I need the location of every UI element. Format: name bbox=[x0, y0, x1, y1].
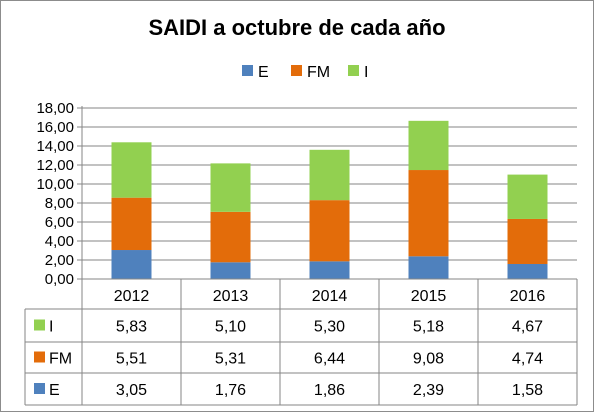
y-tick-label: 2,00 bbox=[45, 252, 74, 269]
table-cell-i-2012: 5,83 bbox=[116, 319, 147, 336]
bar-fm-2014 bbox=[309, 200, 350, 262]
table-cell-e-2012: 3,05 bbox=[116, 382, 147, 399]
bar-i-2013 bbox=[210, 163, 251, 212]
bar-e-2015 bbox=[408, 256, 449, 279]
table-cell-fm-2013: 5,31 bbox=[215, 351, 246, 368]
bar-e-2013 bbox=[210, 262, 251, 279]
table-swatch-fm bbox=[34, 351, 45, 363]
legend: E FM I bbox=[242, 64, 368, 81]
bar-i-2016 bbox=[507, 174, 548, 219]
legend-label-fm: FM bbox=[307, 64, 330, 81]
category-label-2013: 2013 bbox=[213, 288, 249, 305]
table-cell-fm-2012: 5,51 bbox=[116, 351, 147, 368]
bar-i-2014 bbox=[309, 149, 350, 201]
category-label-2014: 2014 bbox=[312, 288, 348, 305]
category-label-2016: 2016 bbox=[510, 288, 546, 305]
y-tick-label: 6,00 bbox=[45, 214, 74, 231]
y-tick-label: 16,00 bbox=[36, 119, 74, 136]
table-cell-e-2016: 1,58 bbox=[512, 382, 543, 399]
y-tick-label: 12,00 bbox=[36, 157, 74, 174]
legend-swatch-i bbox=[348, 65, 359, 76]
data-table: 2012 2013 2014 2015 2016 I 5,83 5,10 5,30 5,18 4,6… bbox=[24, 278, 578, 406]
table-cell-fm-2016: 4,74 bbox=[512, 351, 543, 368]
bar-e-2012 bbox=[111, 250, 152, 279]
bar-fm-2016 bbox=[507, 218, 548, 264]
bar-e-2016 bbox=[507, 263, 548, 279]
bar-fm-2012 bbox=[111, 197, 152, 251]
y-tick-label: 14,00 bbox=[36, 138, 74, 155]
table-cell-fm-2015: 9,08 bbox=[413, 351, 444, 368]
category-label-2012: 2012 bbox=[114, 288, 150, 305]
bar-fm-2015 bbox=[408, 170, 449, 257]
table-row-label-e: E bbox=[49, 382, 60, 399]
bar-i-2012 bbox=[111, 142, 152, 198]
y-tick-label: 18,00 bbox=[36, 100, 74, 117]
legend-label-i: I bbox=[364, 64, 368, 81]
table-cell-fm-2014: 6,44 bbox=[314, 351, 345, 368]
table-cell-e-2013: 1,76 bbox=[215, 382, 246, 399]
bar-e-2014 bbox=[309, 261, 350, 279]
table-cell-i-2014: 5,30 bbox=[314, 319, 345, 336]
legend-swatch-e bbox=[242, 65, 253, 76]
y-axis: 0,00 2,00 4,00 6,00 8,00 10,00 12,00 14,00 16,00… bbox=[36, 100, 83, 288]
legend-label-e: E bbox=[258, 64, 269, 81]
table-cell-i-2015: 5,18 bbox=[413, 319, 444, 336]
y-tick-label: 8,00 bbox=[45, 195, 74, 212]
y-tick-label: 0,00 bbox=[45, 271, 74, 288]
table-swatch-e bbox=[34, 383, 45, 394]
bar-fm-2013 bbox=[210, 211, 251, 263]
bars bbox=[111, 120, 548, 279]
legend-swatch-fm bbox=[291, 65, 302, 76]
table-row-label-i: I bbox=[49, 319, 53, 336]
category-label-2015: 2015 bbox=[411, 288, 447, 305]
table-swatch-i bbox=[34, 319, 45, 331]
y-tick-label: 10,00 bbox=[36, 176, 74, 193]
table-cell-i-2016: 4,67 bbox=[512, 319, 543, 336]
bar-i-2015 bbox=[408, 120, 449, 171]
table-cell-i-2013: 5,10 bbox=[215, 319, 246, 336]
table-row-label-fm: FM bbox=[49, 351, 72, 368]
chart-title: SAIDI a octubre de cada año bbox=[148, 15, 445, 40]
y-tick-label: 4,00 bbox=[45, 233, 74, 250]
table-cell-e-2015: 2,39 bbox=[413, 382, 444, 399]
table-cell-e-2014: 1,86 bbox=[314, 382, 345, 399]
